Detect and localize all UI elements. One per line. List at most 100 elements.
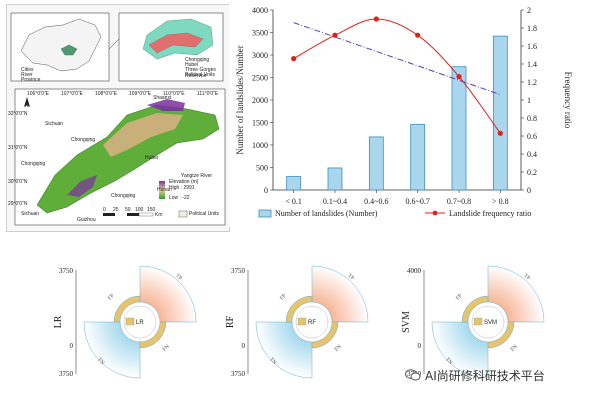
ratio-point-0 [291,56,297,62]
center-legend-label: LR [136,320,144,326]
elevation-title: Elevation (m) [169,179,199,185]
fan-chart-lr-svg: LR TP FP TN FN 3750 0 3750 LR [53,265,197,379]
fn-wedge [139,321,167,349]
tp-wedge [311,265,369,323]
tn-label: TN [96,357,105,366]
elevation-low: Low : -22 [169,195,190,201]
fp-wedge [285,295,313,323]
lon-tick-3: 109°0'0"E [129,91,151,97]
tp-label: TP [174,273,183,282]
tn-label: TN [268,357,277,366]
lon-tick-4: 110°0'0"E [163,91,185,97]
fn-label: FN [510,344,519,353]
fp-label: FP [455,293,464,302]
wechat-icon [405,369,421,381]
fan-chart-rf: RF TP FP TN FN 3750 0 3750 RF [224,262,394,380]
region-legend-chongqing: Chongqing [185,57,210,63]
bar-chart-svg: 0 500 1000 1500 2000 2500 3000 3500 4000 0 0.2 0.4 0… [235,6,573,218]
scale-25: 25 [113,207,119,213]
y2-tick-label: 0.6 [527,132,537,141]
fan-axis-title: RF [225,315,236,328]
y-tick-label: 500 [256,164,268,173]
place-hubei: Hubei [145,155,159,161]
place-hunan: Hunan [157,187,172,193]
fp-label: FP [279,293,288,302]
scale-unit: Km [155,212,163,218]
ratio-point-3 [415,32,421,38]
fn-label: FN [162,344,171,353]
political-units-label: Political Units [189,211,220,217]
x-tick-label: 0.6~0.7 [406,197,430,206]
y-tick-label: 1000 [252,141,268,150]
inset-legend-province: Province [21,77,41,83]
center-legend-swatch [125,317,135,326]
bar-2 [368,136,384,191]
tp-wedge [139,265,197,323]
bar-1 [327,167,343,191]
center-legend-label: SVM [484,320,497,326]
ratio-point-5 [497,130,503,136]
bar-3 [410,123,426,191]
x-tick-label: 0.7~0.8 [447,197,471,206]
place-sichuan-2: Sichuan [21,211,40,217]
fan-tick-bottom: 3750 [59,370,74,378]
study-area-map: Cities River Province Chongqing Hubei Th… [6,4,230,232]
lon-tick-0: 106°0'0"E [27,91,49,97]
y2-tick-label: 0 [527,186,531,195]
y2-tick-label: 0.2 [527,168,537,177]
x-tick-label: 0.1~0.4 [323,197,347,206]
tn-wedge [83,321,141,379]
scale-0: 0 [103,207,106,213]
ratio-point-4 [456,74,462,80]
y2-tick-label: 1.4 [527,60,537,69]
fan-axis-title: SVM [401,311,412,333]
lat-tick-1: 31°0'0"N [8,145,28,151]
fan-tick-top: 3750 [231,267,246,275]
center-circle [471,305,505,339]
center-circle [295,305,329,339]
y-tick-label: 3000 [252,51,268,60]
x-tick-label: 0.4~0.6 [364,197,388,206]
legend-line-marker [432,210,438,216]
place-chongqing-2: Chongqing [21,161,46,167]
north-label: N [25,103,29,109]
y2-tick-label: 1 [527,96,531,105]
tn-wedge [431,321,489,379]
x-tick-label: > 0.8 [492,197,509,206]
y-tick-label: 3500 [252,29,268,38]
frequency-ratio-line [293,18,501,134]
x-tick-label: < 0.1 [285,197,302,206]
watermark-text: AI尚研修科研技术平台 [425,368,545,383]
fan-tick-top: 4000 [407,267,422,275]
bar-0 [286,176,302,191]
legend-bar-label: Number of landslides (Number) [275,209,378,218]
center-circle [123,305,157,339]
y-tick-label: 1500 [252,119,268,128]
tp-label: TP [522,273,531,282]
fan-chart-lr: LR TP FP TN FN 3750 0 3750 LR [52,262,222,380]
ratio-point-2 [373,16,379,22]
fn-wedge [487,321,515,349]
inset-legend-river: River [21,72,33,78]
center-legend-swatch [473,317,483,326]
place-sichuan: Sichuan [45,121,64,127]
center-legend-swatch [297,317,307,326]
place-chongqing-3: Chongqing [111,193,136,199]
fan-tick-top: 3750 [59,267,74,275]
fan-axis-title: LR [53,315,64,328]
map-figure [10,12,226,226]
lat-tick-3: 29°0'0"N [8,201,28,207]
elevation-high: High : 2991 [169,185,195,191]
lon-tick-5: 111°0'0"E [197,91,219,97]
fan-tick-bottom: 3750 [231,370,246,378]
y-tick-label: 2500 [252,74,268,83]
north-arrow-icon [24,97,30,107]
y2-tick-label: 0.4 [527,150,537,159]
place-yangtze-river: Yangtze River [181,173,213,179]
fan-chart-svm-svg: SVMTPFPTNFN400003750SVM [401,265,545,379]
fp-wedge [461,295,489,323]
fan-chart-rf-svg: RF TP FP TN FN 3750 0 3750 RF [225,265,369,379]
y2-axis-title: Frequency ratio [563,72,573,129]
tp-label: TP [346,273,355,282]
trend-line [293,22,501,96]
